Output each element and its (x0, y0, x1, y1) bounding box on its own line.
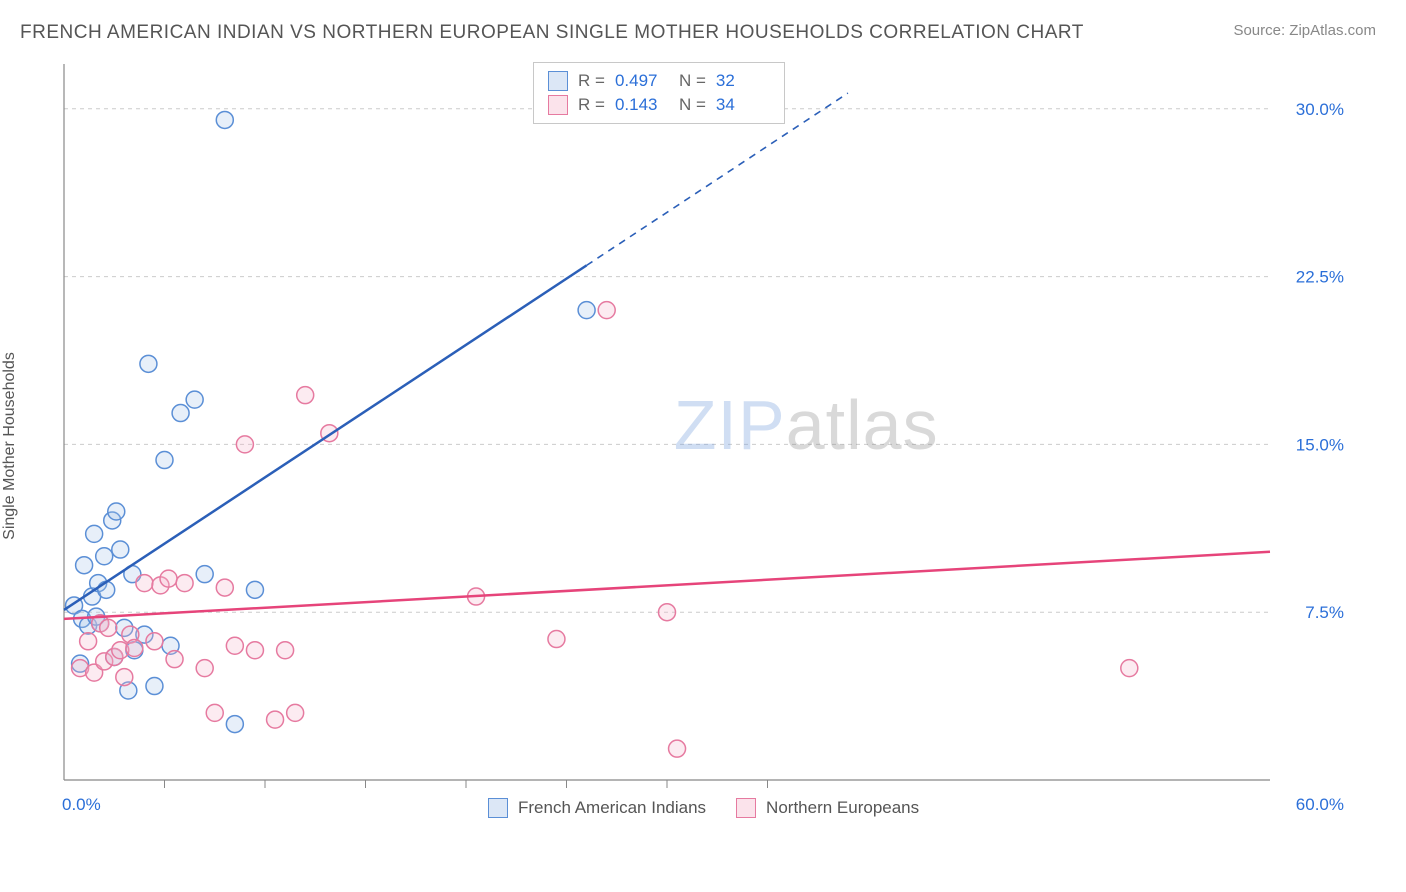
correlation-legend: R = 0.497 N = 32 R = 0.143 N = 34 (533, 62, 785, 124)
legend-n-value: 34 (716, 95, 770, 115)
legend-r-value: 0.143 (615, 95, 669, 115)
legend-n-value: 32 (716, 71, 770, 91)
svg-text:60.0%: 60.0% (1296, 795, 1344, 814)
legend-swatch (488, 798, 508, 818)
svg-text:7.5%: 7.5% (1305, 603, 1344, 622)
legend-row: R = 0.143 N = 34 (548, 93, 770, 117)
chart-title: FRENCH AMERICAN INDIAN VS NORTHERN EUROP… (20, 22, 1084, 44)
series-label: French American Indians (518, 798, 706, 818)
svg-text:0.0%: 0.0% (62, 795, 101, 814)
series-legend-item: Northern Europeans (736, 798, 919, 818)
legend-r-label: R = (578, 71, 605, 91)
legend-swatch (548, 95, 568, 115)
legend-swatch (736, 798, 756, 818)
series-legend-item: French American Indians (488, 798, 706, 818)
legend-r-label: R = (578, 95, 605, 115)
svg-text:30.0%: 30.0% (1296, 100, 1344, 119)
svg-text:22.5%: 22.5% (1296, 268, 1344, 287)
legend-r-value: 0.497 (615, 71, 669, 91)
legend-n-label: N = (679, 95, 706, 115)
legend-swatch (548, 71, 568, 91)
legend-row: R = 0.497 N = 32 (548, 69, 770, 93)
chart-area: 7.5%15.0%22.5%30.0%0.0%60.0% ZIPatlas R … (58, 60, 1348, 820)
svg-text:15.0%: 15.0% (1296, 435, 1344, 454)
series-legend: French American Indians Northern European… (488, 798, 919, 818)
scatter-plot: 7.5% 15.0% 22.5% 30.0% 0.0% 60.0% (58, 60, 1348, 820)
source-attribution: Source: ZipAtlas.com (1233, 22, 1376, 39)
legend-n-label: N = (679, 71, 706, 91)
y-axis-label: Single Mother Households (1, 352, 19, 540)
series-label: Northern Europeans (766, 798, 919, 818)
